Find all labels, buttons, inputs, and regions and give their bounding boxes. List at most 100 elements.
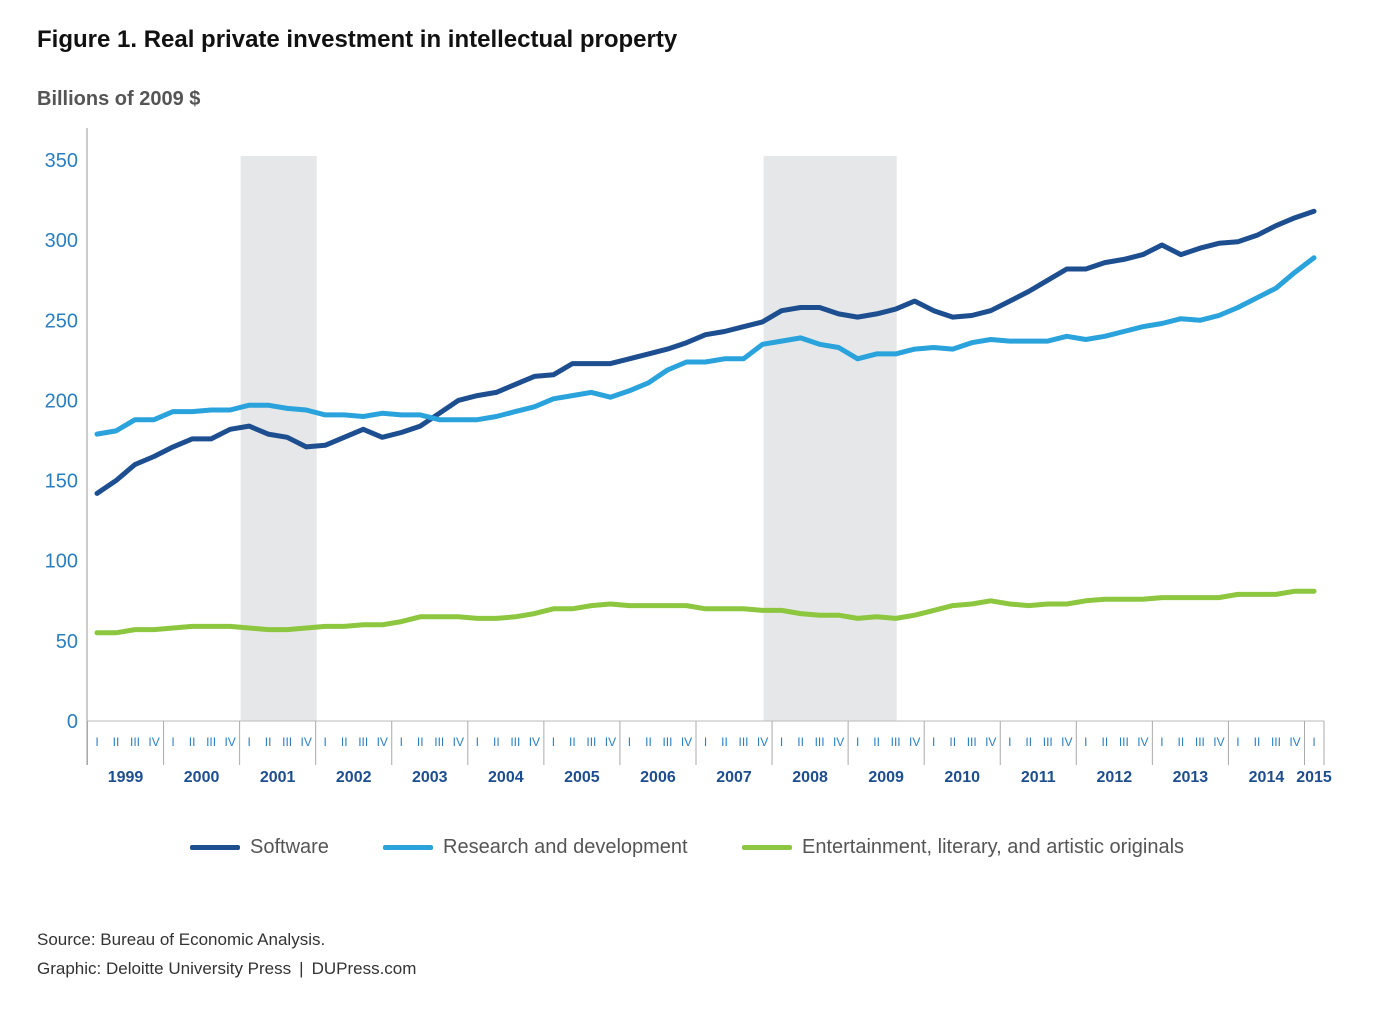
quarter-tick-label: I — [1236, 735, 1239, 749]
quarter-tick-label: II — [1025, 735, 1032, 749]
graphic-credit-site: DUPress.com — [311, 959, 417, 978]
y-tick-label: 200 — [45, 390, 78, 412]
quarter-tick-label: III — [586, 735, 596, 749]
quarter-tick-label: III — [510, 735, 520, 749]
legend-swatch-software — [190, 845, 240, 850]
quarter-tick-label: IV — [757, 735, 768, 749]
graphic-credit: Graphic: Deloitte University Press | DUPre… — [37, 959, 416, 979]
year-tick-label: 2015 — [1296, 769, 1332, 786]
quarter-tick-label: I — [932, 735, 935, 749]
year-tick-label: 2006 — [640, 769, 676, 786]
quarter-tick-label: II — [1101, 735, 1108, 749]
source-note: Source: Bureau of Economic Analysis. — [37, 930, 326, 949]
quarter-tick-label: I — [171, 735, 174, 749]
quarter-tick-label: II — [189, 735, 196, 749]
quarter-tick-label: I — [1008, 735, 1011, 749]
year-tick-label: 2009 — [868, 769, 904, 786]
quarter-tick-label: II — [1178, 735, 1185, 749]
graphic-credit-text: Graphic: Deloitte University Press — [37, 959, 292, 978]
legend-label-rnd: Research and development — [443, 836, 688, 858]
series-line-software — [94, 208, 1317, 496]
recession-band-1 — [240, 156, 317, 721]
quarter-tick-label: II — [493, 735, 500, 749]
year-tick-label: 2001 — [260, 769, 296, 786]
legend-swatch-rnd — [383, 845, 433, 850]
legend: Software Research and development Entert… — [0, 836, 1396, 866]
year-tick-label: 2010 — [944, 769, 980, 786]
year-tick-label: 1999 — [108, 769, 144, 786]
quarter-tick-label: III — [358, 735, 368, 749]
year-tick-label: 2000 — [184, 769, 220, 786]
quarter-tick-label: IV — [529, 735, 540, 749]
y-tick-label: 0 — [67, 711, 78, 733]
year-tick-label: 2014 — [1249, 769, 1285, 786]
quarter-tick-label: I — [780, 735, 783, 749]
y-tick-label: 50 — [56, 631, 78, 653]
quarter-tick-label: III — [206, 735, 216, 749]
quarter-tick-label: I — [247, 735, 250, 749]
quarter-tick-label: I — [704, 735, 707, 749]
credit-separator: | — [299, 959, 304, 978]
legend-item-software: Software — [190, 836, 329, 859]
legend-label-entertainment: Entertainment, literary, and artistic or… — [802, 836, 1185, 858]
quarter-tick-label: III — [1119, 735, 1129, 749]
legend-label-software: Software — [250, 836, 329, 858]
quarter-tick-label: III — [130, 735, 140, 749]
year-tick-label: 2012 — [1097, 769, 1133, 786]
quarter-tick-label: III — [662, 735, 672, 749]
quarter-tick-label: IV — [224, 735, 235, 749]
quarter-tick-label: II — [341, 735, 348, 749]
quarter-tick-label: III — [1043, 735, 1053, 749]
quarter-tick-label: IV — [985, 735, 996, 749]
quarter-tick-label: IV — [1213, 735, 1224, 749]
quarter-tick-label: II — [569, 735, 576, 749]
chart-title: Figure 1. Real private investment in int… — [37, 26, 678, 53]
quarter-tick-label: I — [628, 735, 631, 749]
quarter-tick-label: IV — [1061, 735, 1072, 749]
quarter-tick-label: III — [282, 735, 292, 749]
series-line-entertainment — [94, 588, 1317, 636]
y-tick-label: 300 — [45, 230, 78, 252]
y-tick-label: 350 — [45, 150, 78, 172]
quarter-tick-label: II — [113, 735, 120, 749]
quarter-tick-label: IV — [833, 735, 844, 749]
y-tick-label: 100 — [45, 551, 78, 573]
quarter-tick-label: I — [95, 735, 98, 749]
quarter-tick-label: III — [967, 735, 977, 749]
legend-item-entertainment: Entertainment, literary, and artistic or… — [742, 836, 1184, 859]
quarter-tick-label: I — [552, 735, 555, 749]
quarter-tick-label: III — [891, 735, 901, 749]
quarter-tick-label: IV — [148, 735, 159, 749]
y-tick-label: 150 — [45, 471, 78, 493]
quarter-tick-label: IV — [1137, 735, 1148, 749]
quarter-tick-label: I — [400, 735, 403, 749]
quarter-tick-label: IV — [377, 735, 388, 749]
year-tick-label: 2013 — [1173, 769, 1209, 786]
legend-swatch-entertainment — [742, 845, 792, 850]
y-tick-label: 250 — [45, 310, 78, 332]
quarter-tick-label: I — [1084, 735, 1087, 749]
quarter-tick-label: II — [873, 735, 880, 749]
quarter-tick-label: III — [434, 735, 444, 749]
recession-band-2 — [763, 156, 897, 721]
quarter-tick-label: III — [739, 735, 749, 749]
quarter-tick-label: IV — [301, 735, 312, 749]
quarter-tick-label: IV — [1289, 735, 1300, 749]
quarter-tick-label: I — [324, 735, 327, 749]
quarter-tick-label: II — [265, 735, 272, 749]
year-tick-label: 2007 — [716, 769, 752, 786]
year-tick-label: 2011 — [1021, 769, 1056, 786]
quarter-tick-label: I — [1160, 735, 1163, 749]
year-tick-label: 2004 — [488, 769, 524, 786]
quarter-tick-label: II — [949, 735, 956, 749]
year-tick-label: 2003 — [412, 769, 448, 786]
quarter-tick-label: IV — [909, 735, 920, 749]
y-axis-unit-label: Billions of 2009 $ — [37, 88, 201, 110]
series-lines — [94, 208, 1317, 636]
quarter-tick-label: II — [1254, 735, 1261, 749]
quarter-tick-label: II — [721, 735, 728, 749]
quarter-tick-label: IV — [453, 735, 464, 749]
quarter-tick-label: I — [476, 735, 479, 749]
quarter-tick-label: I — [856, 735, 859, 749]
